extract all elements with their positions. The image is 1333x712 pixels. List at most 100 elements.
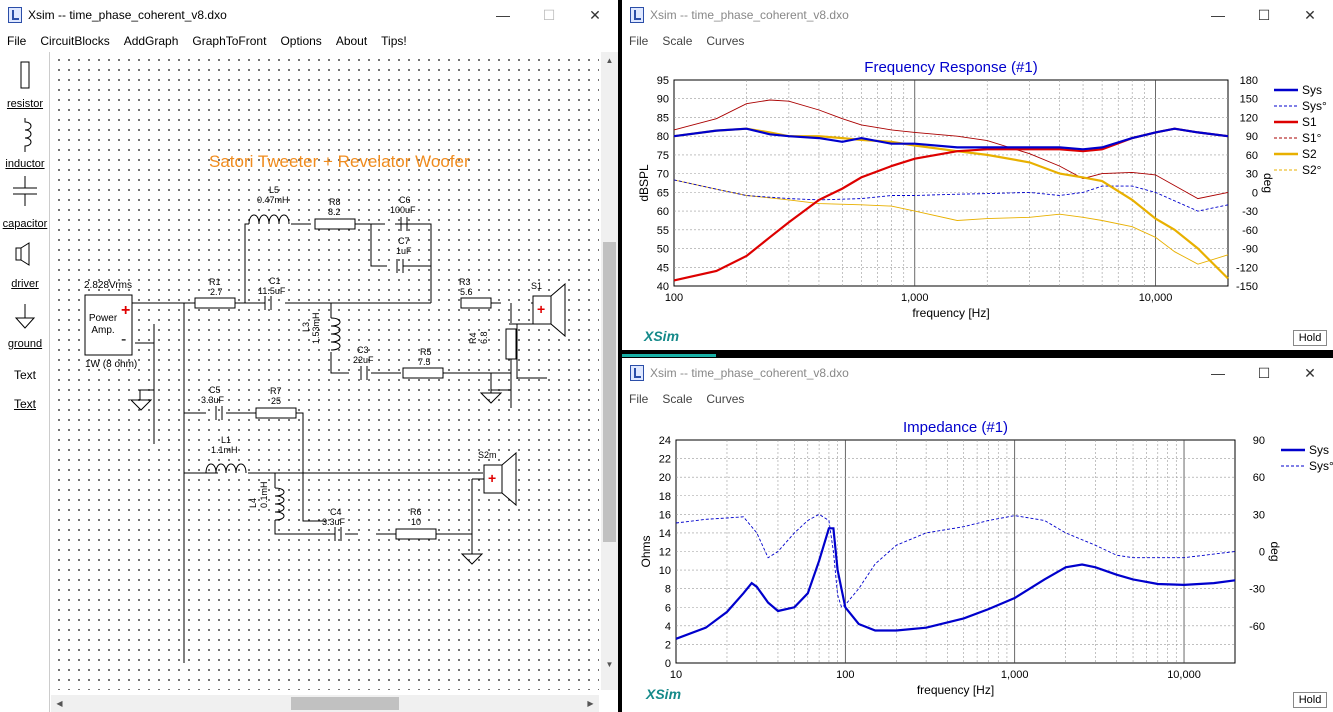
R7-body [255,407,297,419]
schematic-canvas[interactable]: + - + + Satori Tweeter + Revelator Woofe… [51,52,599,690]
main-titlebar[interactable]: Xsim -- time_phase_coherent_v8.dxo — ☐ ✕ [0,0,618,30]
S1-cone [550,282,566,338]
menu-file[interactable]: File [7,34,27,48]
C4-name: C4 [330,507,342,517]
imp-x-axis-label: frequency [Hz] [917,683,994,697]
schematic-drawing: + - + + [84,214,566,663]
C6-value: 100uF [390,205,416,215]
imp-title: Xsim -- time_phase_coherent_v8.dxo [650,366,849,380]
menu-file[interactable]: File [629,392,649,406]
R3-value: 5.6 [460,287,473,297]
taskbar-accent [622,354,716,357]
palette-text-plain[interactable]: Text [13,368,36,382]
imp-brand: XSim [646,686,682,702]
freq-series-sys-phase [673,179,1229,212]
source-label: Power Amp. [88,313,118,336]
driver-icon [15,242,30,266]
freq-y-tick-label: 70 [657,169,669,181]
menu-scale[interactable]: Scale [662,34,693,48]
freq-y2-tick-label: -120 [1236,262,1258,274]
scroll-thumb-vertical[interactable] [603,242,616,542]
freq-y-tick-label: 45 [657,262,669,274]
freq-y2-tick-label: 0 [1252,187,1258,199]
palette-driver[interactable]: driver [11,278,39,290]
freq-y2-tick-label: -60 [1242,225,1258,237]
schematic-vertical-scrollbar[interactable]: ▲ ▼ [601,52,618,690]
menu-options[interactable]: Options [280,34,322,48]
R5-body [402,367,444,379]
freq-plot-area [673,79,1229,287]
freq-titlebar[interactable]: Xsim -- time_phase_coherent_v8.dxo — ☐ ✕ [622,0,1333,30]
scroll-left-icon[interactable]: ◀ [56,699,63,708]
imp-y2-tick-label: -60 [1249,621,1265,633]
L5-coil [248,214,290,225]
menu-graphtofront[interactable]: GraphToFront [192,34,267,48]
resistor-icon [20,61,30,89]
source-voltage-label: 2.828Vrms [84,280,132,291]
C6-name: C6 [399,195,411,205]
menu-curves[interactable]: Curves [706,34,745,48]
menu-about[interactable]: About [335,34,368,48]
freq-legend-label: Sys [1302,83,1322,97]
amp-plus-icon: + [121,302,130,319]
scroll-up-icon[interactable]: ▲ [605,56,614,65]
imp-y-tick-label: 8 [665,584,671,596]
palette-ground[interactable]: ground [7,338,43,350]
maximize-button[interactable]: ☐ [1257,6,1271,23]
freq-x-axis-label: frequency [Hz] [912,306,989,320]
close-button[interactable]: ✕ [1304,364,1316,381]
imp-titlebar[interactable]: Xsim -- time_phase_coherent_v8.dxo — ☐ ✕ [622,358,1333,388]
scroll-down-icon[interactable]: ▼ [605,660,614,669]
imp-y-tick-label: 12 [659,547,671,559]
menu-file[interactable]: File [629,34,649,48]
palette-inductor[interactable]: inductor [5,158,45,170]
scroll-right-icon[interactable]: ▶ [587,699,594,708]
imp-y-tick-label: 2 [665,639,671,651]
minimize-button[interactable]: — [1211,7,1225,23]
L3-value: 1.53mH [311,312,321,344]
R3-name: R3 [459,277,471,287]
schematic-horizontal-scrollbar[interactable]: ◀ ▶ [51,695,599,712]
minimize-button[interactable]: — [496,7,510,23]
close-button[interactable]: ✕ [1304,6,1316,23]
minimize-button[interactable]: — [1211,365,1225,381]
R5-name: R5 [420,347,432,357]
C4-plates [334,527,342,541]
close-button[interactable]: ✕ [589,6,601,23]
imp-y2-tick-label: 90 [1253,435,1265,447]
menu-tips[interactable]: Tips! [381,34,407,48]
maximize-button[interactable]: ☐ [1257,364,1271,381]
impedance-window: Xsim -- time_phase_coherent_v8.dxo — ☐ ✕… [622,358,1333,712]
C3-name: C3 [357,345,369,355]
palette-capacitor[interactable]: capacitor [2,218,48,230]
freq-legend-label: S2 [1302,147,1317,161]
menu-addgraph[interactable]: AddGraph [123,34,179,48]
imp-y-tick-label: 22 [659,454,671,466]
main-menubar: File CircuitBlocks AddGraph GraphToFront… [0,30,618,52]
freq-series-s2-phase [673,179,1229,265]
freq-y2-tick-label: 180 [1240,75,1258,87]
freq-hold-button[interactable]: Hold [1293,330,1327,346]
C7-plates [396,259,404,273]
L3-coil [330,317,341,351]
menu-circuitblocks[interactable]: CircuitBlocks [40,34,110,48]
R6-value: 10 [411,517,422,527]
freq-y-tick-label: 60 [657,206,669,218]
palette-resistor[interactable]: resistor [6,98,44,110]
imp-y-tick-label: 6 [665,602,671,614]
R7-value: 25 [271,396,282,406]
freq-legend-label: S1° [1302,131,1322,145]
menu-scale[interactable]: Scale [662,392,693,406]
R7-name: R7 [270,386,282,396]
freq-y2-tick-label: 90 [1246,131,1258,143]
capacitor-icon [13,176,37,206]
scroll-thumb-horizontal[interactable] [291,697,399,710]
R3-body [460,297,492,309]
freq-y-tick-label: 55 [657,225,669,237]
C5-name: C5 [209,385,221,395]
menu-curves[interactable]: Curves [706,392,745,406]
palette-text-underlined[interactable]: Text [13,397,36,411]
imp-hold-button[interactable]: Hold [1293,692,1327,708]
C6-plates [400,217,408,231]
